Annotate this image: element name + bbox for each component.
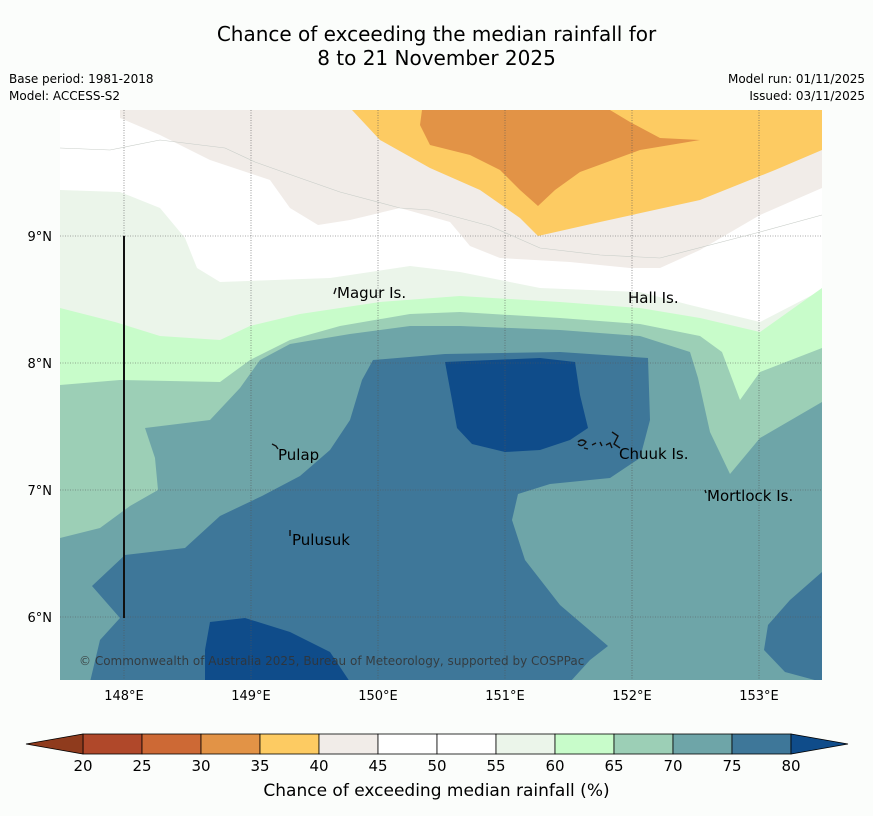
label-hall: Hall Is. bbox=[628, 289, 679, 307]
colorbar-tick-label: 80 bbox=[781, 757, 800, 775]
colorbar-tick-label: 55 bbox=[486, 757, 505, 775]
magur-island-mark bbox=[333, 287, 337, 295]
colorbar-tick-label: 35 bbox=[250, 757, 269, 775]
model-name: Model: ACCESS-S2 bbox=[9, 89, 121, 103]
colorbar-tick-label: 75 bbox=[722, 757, 741, 775]
lon-label: 153°E bbox=[739, 689, 779, 704]
colorbar-segment bbox=[554, 733, 615, 755]
label-mortlock: Mortlock Is. bbox=[707, 487, 793, 505]
region-80-plus-south bbox=[205, 618, 349, 680]
colorbar-segment bbox=[672, 733, 733, 755]
colorbar-tick-label: 60 bbox=[545, 757, 564, 775]
label-chuuk: Chuuk Is. bbox=[619, 445, 688, 463]
chart-title: Chance of exceeding the median rainfall … bbox=[0, 22, 873, 70]
meta-right: Model run: 01/11/2025 Issued: 03/11/2025 bbox=[728, 71, 865, 105]
lat-label: 7°N bbox=[28, 484, 53, 499]
title-line-1: Chance of exceeding the median rainfall … bbox=[216, 22, 657, 46]
colorbar-tick-label: 50 bbox=[427, 757, 446, 775]
lat-label: 8°N bbox=[28, 357, 53, 372]
colorbar-segment bbox=[613, 733, 674, 755]
lon-label: 148°E bbox=[104, 689, 144, 704]
colorbar-under-arrow bbox=[25, 733, 84, 755]
lon-label: 149°E bbox=[231, 689, 271, 704]
colorbar-tick-label: 20 bbox=[73, 757, 92, 775]
lon-label: 152°E bbox=[612, 689, 652, 704]
colorbar-over-arrow bbox=[790, 733, 849, 755]
colorbar-segment bbox=[436, 733, 497, 755]
label-pulusuk: Pulusuk bbox=[292, 531, 350, 549]
colorbar-label: Chance of exceeding median rainfall (%) bbox=[263, 781, 610, 801]
lat-label: 9°N bbox=[28, 230, 53, 245]
region-30-35 bbox=[420, 110, 700, 206]
colorbar-tick-label: 45 bbox=[368, 757, 387, 775]
colorbar-tick-label: 25 bbox=[132, 757, 151, 775]
colorbar: 20 25 30 35 40 45 50 55 60 65 70 75 80 bbox=[25, 733, 849, 775]
contour-lines bbox=[59, 139, 823, 259]
model-run: Model run: 01/11/2025 bbox=[727, 72, 865, 86]
region-75-80-southeast bbox=[764, 572, 822, 680]
lon-label: 151°E bbox=[485, 689, 525, 704]
region-80-plus-central bbox=[445, 358, 588, 452]
colorbar-segment bbox=[141, 733, 202, 755]
title-line-2: 8 to 21 November 2025 bbox=[317, 46, 556, 70]
contour-layer bbox=[60, 110, 822, 680]
colorbar-tick-label: 70 bbox=[663, 757, 682, 775]
issued-date: Issued: 03/11/2025 bbox=[749, 89, 865, 103]
colorbar-tick-label: 40 bbox=[309, 757, 328, 775]
colorbar-segment bbox=[200, 733, 261, 755]
colorbar-segment bbox=[318, 733, 379, 755]
copyright-notice: © Commonwealth of Australia 2025, Bureau… bbox=[79, 654, 584, 668]
label-pulap: Pulap bbox=[278, 446, 319, 464]
mortlock-island-mark bbox=[704, 489, 707, 494]
meta-left: Base period: 1981-2018 Model: ACCESS-S2 bbox=[9, 71, 154, 105]
colorbar-segment bbox=[82, 733, 143, 755]
colorbar-segment bbox=[495, 733, 556, 755]
colorbar-segment bbox=[731, 733, 792, 755]
chuuk-island-marks bbox=[577, 431, 621, 450]
base-period: Base period: 1981-2018 bbox=[9, 72, 154, 86]
pulap-island-mark bbox=[271, 443, 279, 450]
colorbar-segment bbox=[259, 733, 320, 755]
colorbar-tick-label: 30 bbox=[191, 757, 210, 775]
island-marks bbox=[271, 287, 707, 536]
lat-label: 6°N bbox=[28, 611, 53, 626]
colorbar-tick-label: 65 bbox=[604, 757, 623, 775]
label-magur: Magur Is. bbox=[337, 284, 406, 302]
lon-label: 150°E bbox=[358, 689, 398, 704]
colorbar-segment bbox=[377, 733, 438, 755]
